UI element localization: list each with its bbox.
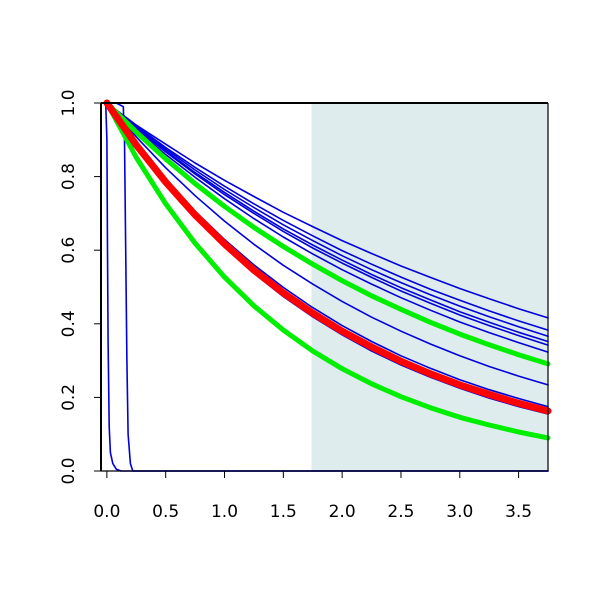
y-tick-label-1: 0.2 [59, 384, 79, 411]
y-tick-label-2: 0.4 [59, 310, 79, 337]
series-line-5-thin [106, 102, 549, 346]
x-tick-label-7: 3.5 [505, 502, 532, 522]
y-tick-label-0: 0.0 [59, 457, 79, 484]
series-layer [103, 99, 552, 472]
axes-layer [100, 102, 549, 472]
x-tick-label-4: 2.0 [329, 502, 356, 522]
y-tick-label-5: 1.0 [59, 89, 79, 116]
shaded-region [311, 103, 548, 471]
y-tick-label-4: 0.8 [59, 163, 79, 190]
series-line-13-thin [103, 102, 549, 472]
x-tick-label-6: 3.0 [446, 502, 473, 522]
x-tick-label-0: 0.0 [93, 502, 120, 522]
series-line-4-thin [106, 102, 549, 343]
series-line-2-thin [106, 102, 549, 331]
shaded-region-layer [311, 103, 548, 471]
x-axis-ticks: 0.0 0.5 1.0 1.5 2.0 2.5 3.0 3.5 [93, 471, 532, 522]
x-tick-label-5: 2.5 [387, 502, 414, 522]
series-line-1-thin [106, 102, 549, 319]
x-tick-label-2: 1.0 [211, 502, 238, 522]
series-line-6-thin [106, 102, 549, 353]
series-line-3-thin [106, 102, 549, 338]
series-line-14-thin [103, 102, 549, 472]
series-line-11-green [104, 100, 551, 441]
series-line-12-red [103, 99, 552, 415]
x-tick-label-1: 0.5 [152, 502, 179, 522]
y-tick-label-3: 0.6 [59, 237, 79, 264]
series-line-7-thin [106, 102, 549, 386]
series-line-10-green [104, 100, 551, 367]
x-tick-label-3: 1.5 [270, 502, 297, 522]
y-axis-ticks: 0.0 0.2 0.4 0.6 0.8 1.0 [59, 89, 101, 485]
